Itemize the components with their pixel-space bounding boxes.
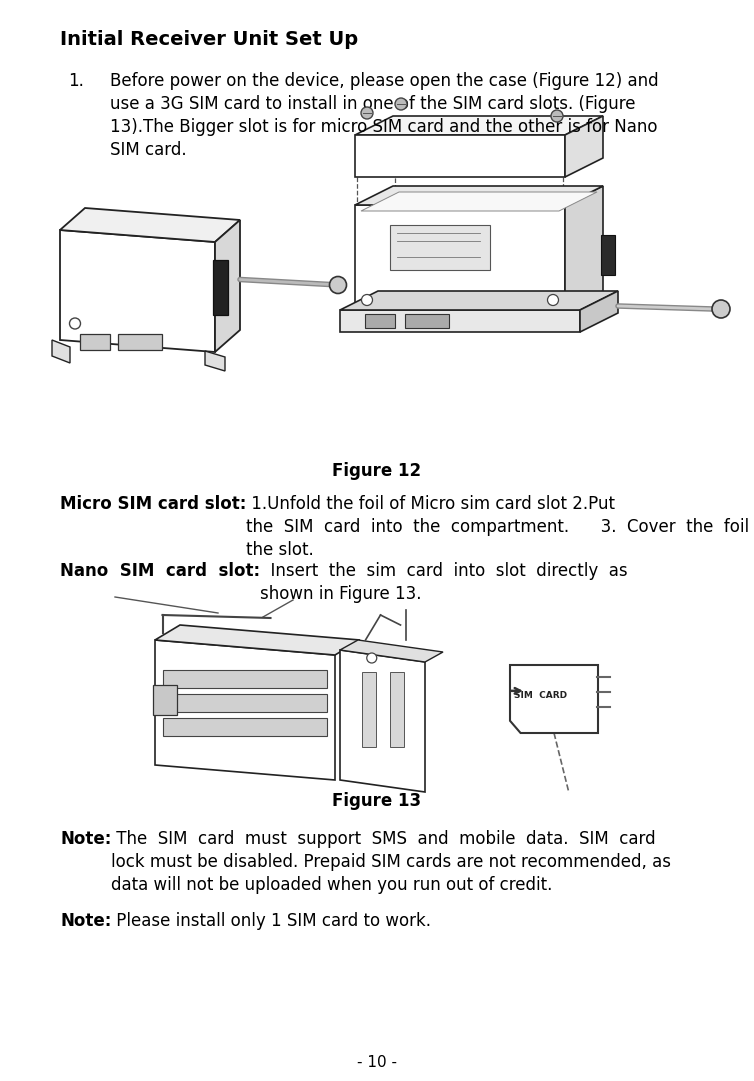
Polygon shape — [355, 116, 603, 135]
Text: - 10 -: - 10 - — [357, 1055, 397, 1070]
Polygon shape — [340, 291, 618, 310]
Polygon shape — [153, 685, 177, 715]
FancyBboxPatch shape — [80, 334, 110, 350]
FancyBboxPatch shape — [405, 313, 449, 328]
Polygon shape — [340, 640, 443, 662]
Polygon shape — [510, 665, 598, 733]
Circle shape — [361, 107, 373, 119]
Text: Figure 13: Figure 13 — [333, 792, 421, 810]
Polygon shape — [52, 341, 70, 363]
Circle shape — [712, 301, 730, 318]
Text: Figure 12: Figure 12 — [333, 462, 421, 480]
Text: Before power on the device, please open the case (Figure 12) and
use a 3G SIM ca: Before power on the device, please open … — [110, 72, 659, 159]
Text: 1.Unfold the foil of Micro sim card slot 2.Put
the  SIM  card  into  the  compar: 1.Unfold the foil of Micro sim card slot… — [247, 495, 754, 559]
Polygon shape — [60, 208, 240, 242]
Text: Insert  the  sim  card  into  slot  directly  as
shown in Figure 13.: Insert the sim card into slot directly a… — [260, 562, 628, 603]
FancyBboxPatch shape — [362, 672, 376, 747]
Text: Note:: Note: — [60, 912, 112, 930]
Polygon shape — [155, 640, 335, 780]
Polygon shape — [340, 310, 580, 332]
Polygon shape — [565, 116, 603, 177]
Circle shape — [69, 318, 81, 329]
FancyBboxPatch shape — [390, 225, 490, 270]
FancyBboxPatch shape — [118, 334, 162, 350]
Text: Micro SIM card slot:: Micro SIM card slot: — [60, 495, 247, 513]
FancyBboxPatch shape — [601, 235, 615, 275]
Polygon shape — [355, 186, 603, 205]
FancyBboxPatch shape — [163, 694, 327, 712]
Circle shape — [551, 110, 563, 122]
Polygon shape — [580, 291, 618, 332]
Polygon shape — [340, 650, 425, 792]
Polygon shape — [361, 192, 597, 211]
Polygon shape — [355, 205, 565, 310]
FancyBboxPatch shape — [213, 261, 228, 315]
Circle shape — [547, 294, 559, 306]
Text: Nano  SIM  card  slot:: Nano SIM card slot: — [60, 562, 260, 580]
Polygon shape — [205, 351, 225, 371]
Polygon shape — [215, 221, 240, 352]
Text: SIM  CARD: SIM CARD — [514, 691, 567, 700]
Polygon shape — [355, 135, 565, 177]
Polygon shape — [60, 230, 215, 352]
Circle shape — [366, 653, 377, 663]
Circle shape — [395, 98, 407, 110]
Polygon shape — [155, 625, 360, 655]
Circle shape — [361, 294, 372, 306]
Text: Please install only 1 SIM card to work.: Please install only 1 SIM card to work. — [112, 912, 431, 930]
FancyBboxPatch shape — [365, 313, 395, 328]
Circle shape — [329, 277, 347, 294]
Text: The  SIM  card  must  support  SMS  and  mobile  data.  SIM  card
lock must be d: The SIM card must support SMS and mobile… — [112, 830, 671, 894]
FancyBboxPatch shape — [390, 672, 404, 747]
FancyBboxPatch shape — [163, 718, 327, 736]
Text: Initial Receiver Unit Set Up: Initial Receiver Unit Set Up — [60, 30, 358, 49]
Polygon shape — [565, 186, 603, 310]
Text: 1.: 1. — [68, 72, 84, 90]
Text: Note:: Note: — [60, 830, 112, 848]
FancyBboxPatch shape — [163, 670, 327, 688]
